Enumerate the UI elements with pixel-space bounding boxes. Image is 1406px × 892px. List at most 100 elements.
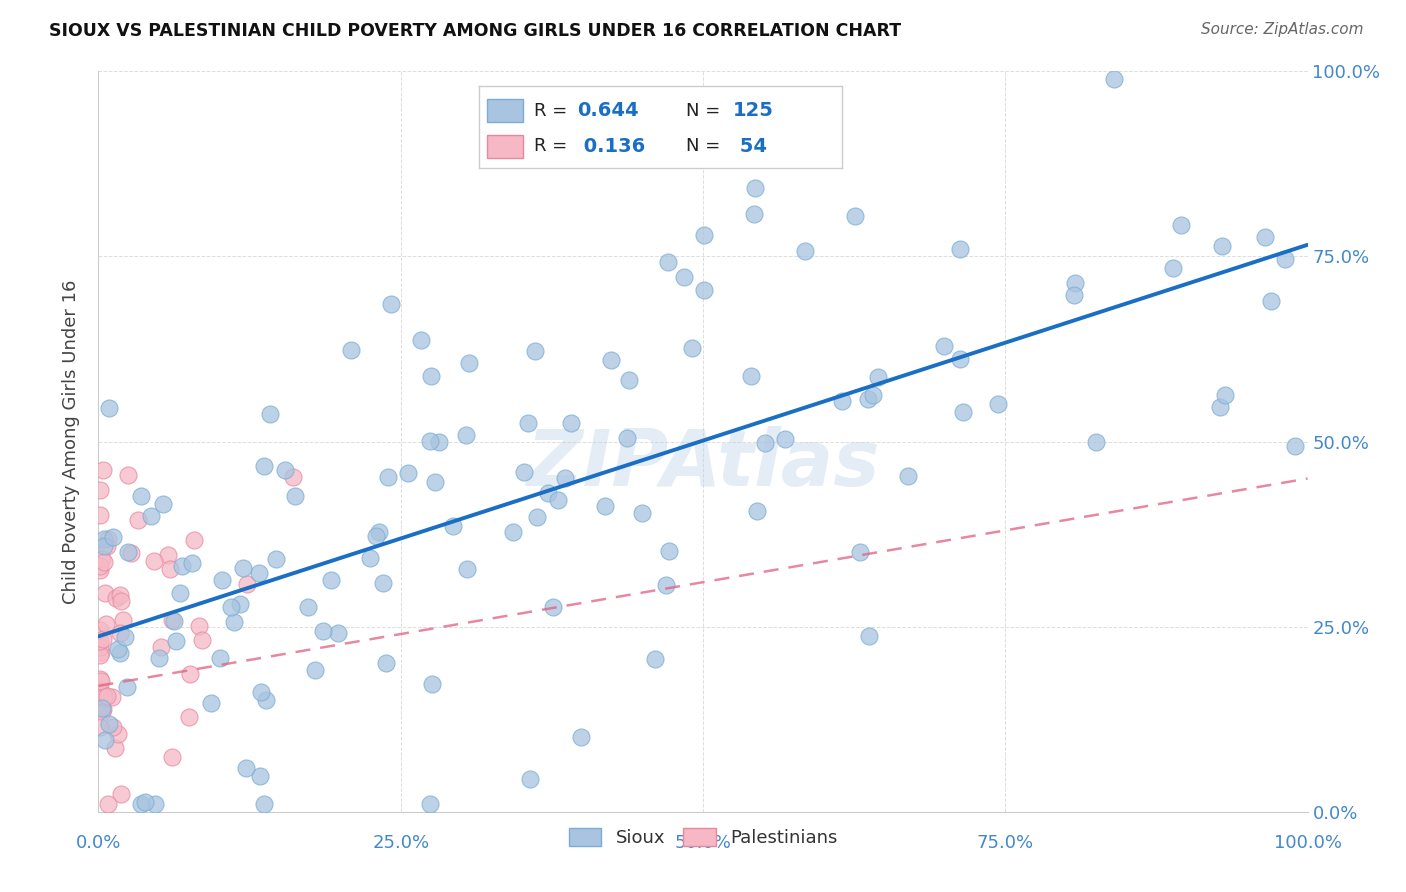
Point	[101, 690, 124, 705]
Point	[754, 436, 776, 450]
Text: 75.0%: 75.0%	[977, 834, 1033, 852]
Point	[523, 344, 546, 359]
Point	[93, 532, 115, 546]
Point	[169, 586, 191, 600]
Point	[91, 551, 114, 566]
Point	[554, 471, 576, 485]
Point	[208, 651, 231, 665]
Point	[129, 797, 152, 812]
Point	[159, 561, 181, 575]
Point	[283, 489, 305, 503]
Point	[157, 548, 180, 562]
Point	[1208, 401, 1230, 415]
Point	[396, 467, 419, 481]
Point	[593, 499, 616, 513]
Text: 0.0%: 0.0%	[76, 834, 121, 852]
Point	[200, 696, 222, 710]
Point	[89, 483, 111, 497]
Point	[129, 489, 152, 503]
Point	[655, 577, 678, 591]
Point	[364, 529, 387, 543]
Point	[91, 463, 114, 477]
Text: 100.0%: 100.0%	[1274, 834, 1341, 852]
Point	[97, 532, 120, 546]
Point	[682, 341, 704, 355]
Point	[219, 599, 242, 614]
Point	[191, 632, 214, 647]
Point	[96, 689, 118, 703]
Point	[793, 244, 815, 258]
Point	[745, 504, 768, 518]
Point	[616, 431, 638, 445]
Point	[120, 545, 142, 559]
Point	[107, 642, 129, 657]
Point	[1213, 388, 1236, 402]
Point	[367, 524, 389, 539]
Point	[188, 618, 211, 632]
Y-axis label: Child Poverty Among Girls Under 16: Child Poverty Among Girls Under 16	[62, 279, 80, 604]
Point	[537, 485, 560, 500]
Point	[89, 508, 111, 523]
Point	[236, 577, 259, 591]
Point	[93, 690, 115, 705]
Point	[89, 558, 111, 573]
Point	[117, 467, 139, 482]
Point	[742, 207, 765, 221]
Point	[419, 797, 441, 812]
Point	[114, 630, 136, 644]
Point	[1274, 252, 1296, 266]
Point	[235, 761, 257, 775]
Point	[1163, 260, 1185, 275]
Point	[952, 405, 974, 419]
Point	[93, 539, 115, 553]
Text: ZIPAtlas: ZIPAtlas	[526, 425, 880, 502]
Point	[1254, 229, 1277, 244]
Point	[932, 339, 955, 353]
Point	[949, 351, 972, 366]
Text: Source: ZipAtlas.com: Source: ZipAtlas.com	[1201, 22, 1364, 37]
Point	[89, 563, 111, 577]
Point	[247, 566, 270, 581]
Point	[274, 463, 297, 477]
Point	[89, 640, 111, 655]
Point	[93, 687, 115, 701]
Point	[319, 573, 342, 587]
Point	[547, 493, 569, 508]
Point	[457, 356, 479, 370]
Point	[103, 530, 125, 544]
Point	[1064, 276, 1087, 290]
Point	[107, 726, 129, 740]
Point	[93, 586, 115, 600]
Point	[110, 594, 132, 608]
Point	[419, 368, 441, 383]
Point	[297, 599, 319, 614]
Point	[139, 508, 162, 523]
Point	[516, 416, 538, 430]
Point	[1084, 434, 1107, 449]
Point	[866, 369, 889, 384]
Point	[90, 705, 112, 719]
Point	[115, 680, 138, 694]
Point	[96, 617, 118, 632]
Point	[862, 388, 884, 402]
Point	[177, 709, 200, 723]
Point	[111, 614, 134, 628]
Point	[98, 717, 121, 731]
Point	[858, 629, 880, 643]
Point	[91, 632, 114, 646]
Point	[1170, 219, 1192, 233]
Point	[644, 652, 666, 666]
Point	[1063, 287, 1085, 301]
Point	[108, 588, 131, 602]
Point	[90, 673, 112, 688]
Point	[423, 475, 446, 489]
Point	[105, 591, 128, 605]
Point	[149, 640, 172, 655]
Point	[259, 407, 281, 421]
Point	[599, 353, 621, 368]
Point	[127, 513, 149, 527]
Point	[692, 283, 714, 297]
Point	[377, 470, 399, 484]
Point	[858, 392, 880, 406]
Point	[250, 685, 273, 699]
